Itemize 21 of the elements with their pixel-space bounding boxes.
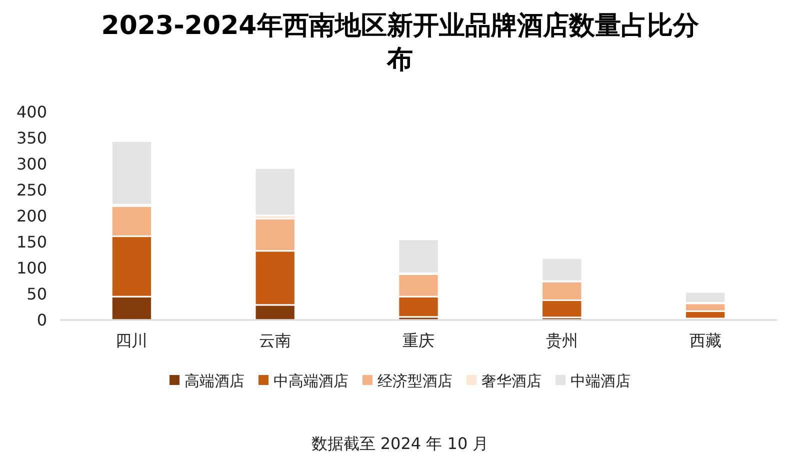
y-tick-label: 300 [16, 154, 47, 174]
y-tick-label: 150 [16, 232, 47, 252]
legend-label: 经济型酒店 [378, 372, 452, 390]
legend-label: 高端酒店 [184, 372, 244, 390]
y-tick-label: 100 [16, 258, 47, 278]
y-tick-label: 350 [16, 128, 47, 148]
y-tick-label: 200 [16, 206, 47, 226]
y-tick-label: 50 [26, 284, 47, 304]
y-tick-label: 250 [16, 180, 47, 200]
x-tick-label: 四川 [116, 331, 148, 350]
x-tick-label: 西藏 [689, 331, 722, 350]
y-tick-label: 400 [16, 102, 47, 122]
chart-title: 2023-2024年西南地区新开业品牌酒店数量占比分布 [101, 11, 700, 75]
text: 数据截至 2024 年 10 月 [311, 434, 489, 453]
legend-label: 中端酒店 [570, 372, 630, 390]
x-tick-label: 贵州 [546, 331, 578, 350]
y-tick-label: 0 [36, 310, 47, 330]
x-tick-label: 云南 [259, 331, 292, 350]
legend-label: 奢华酒店 [482, 372, 542, 390]
legend-label: 中高端酒店 [274, 372, 348, 390]
x-tick-label: 重庆 [402, 331, 434, 350]
